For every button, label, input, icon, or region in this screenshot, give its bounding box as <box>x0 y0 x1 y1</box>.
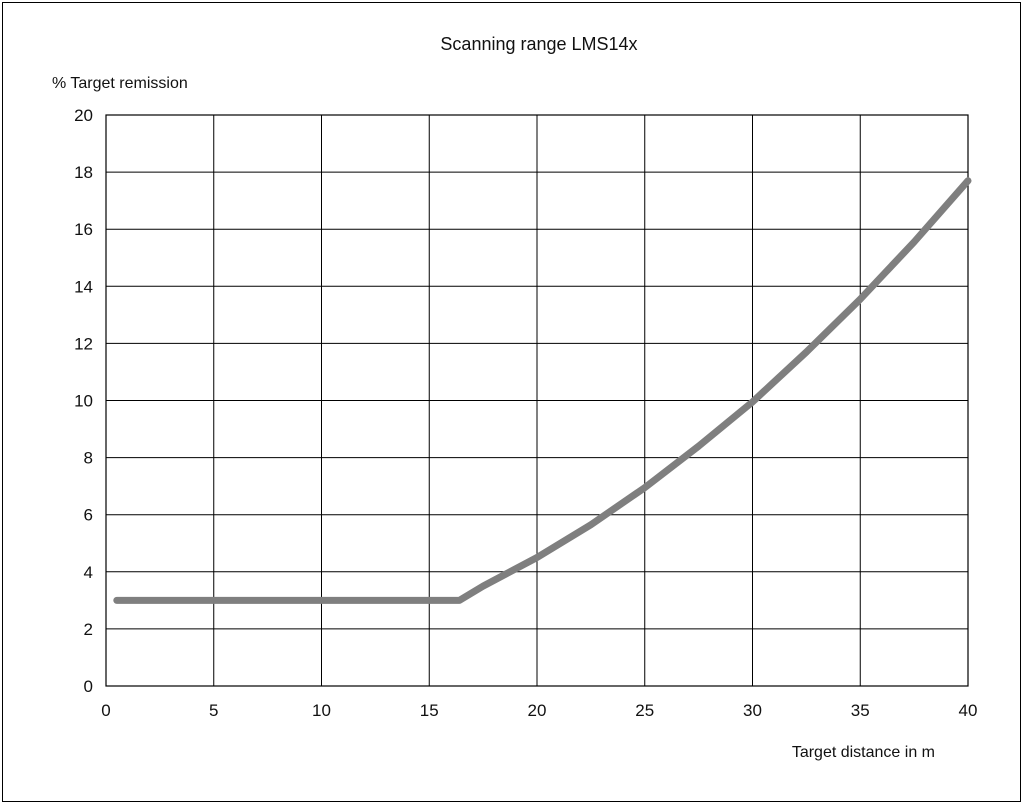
x-tick-labels: 0 5 10 15 20 25 30 35 40 <box>101 701 977 720</box>
x-tick-label: 20 <box>528 701 547 720</box>
y-tick-label: 2 <box>84 620 93 639</box>
series-group <box>113 177 972 604</box>
x-axis-label: Target distance in m <box>792 744 935 761</box>
series-line <box>113 177 972 604</box>
grid <box>106 115 968 686</box>
y-tick-label: 0 <box>84 677 93 696</box>
plot-area-border <box>105 114 969 687</box>
y-tick-label: 6 <box>84 506 93 525</box>
x-tick-label: 25 <box>635 701 654 720</box>
x-tick-label: 40 <box>959 701 978 720</box>
y-tick-label: 18 <box>74 163 93 182</box>
y-tick-label: 4 <box>84 563 93 582</box>
y-tick-label: 12 <box>74 334 93 353</box>
chart-title: Scanning range LMS14x <box>440 34 637 54</box>
y-tick-label: 10 <box>74 392 93 411</box>
x-tick-label: 35 <box>851 701 870 720</box>
x-tick-label: 30 <box>743 701 762 720</box>
y-axis-label: % Target remission <box>52 75 188 92</box>
y-tick-label: 14 <box>74 277 93 296</box>
x-tick-label: 5 <box>209 701 218 720</box>
x-tick-label: 0 <box>101 701 110 720</box>
y-tick-label: 8 <box>84 449 93 468</box>
x-tick-label: 15 <box>420 701 439 720</box>
plot-border <box>105 114 969 687</box>
chart: Scanning range LMS14x % Target remission… <box>52 34 977 761</box>
y-tick-labels: 0 2 4 6 8 10 12 14 16 18 20 <box>74 106 93 696</box>
y-tick-label: 20 <box>74 106 93 125</box>
y-tick-label: 16 <box>74 220 93 239</box>
x-tick-label: 10 <box>312 701 331 720</box>
